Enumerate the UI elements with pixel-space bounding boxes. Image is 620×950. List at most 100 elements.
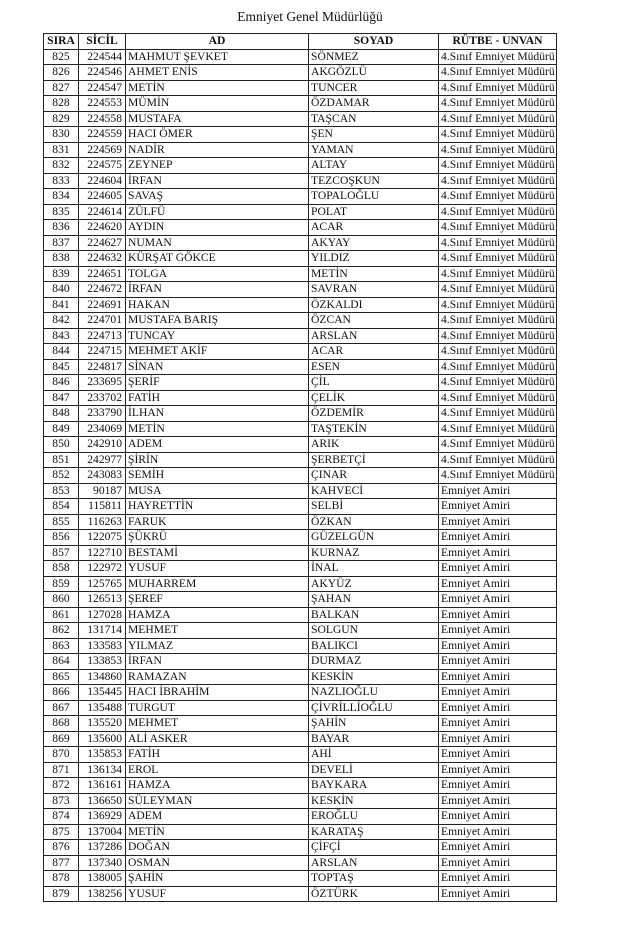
cell-rutbe-unvan: 4.Sınıf Emniyet Müdürü	[438, 64, 557, 81]
cell-rutbe-unvan: Emniyet Amiri	[438, 575, 557, 592]
cell-rutbe-unvan: 4.Sınıf Emniyet Müdürü	[438, 126, 557, 143]
cell-soyad: TOPALOĞLU	[308, 188, 439, 205]
table-row: 827 224547 METİN TUNCER 4.Sınıf Emniyet Müdü…	[43, 79, 557, 96]
cell-soyad: ŞAHİN	[308, 715, 439, 732]
cell-soyad: BALIKCI	[308, 637, 439, 654]
cell-sicil: 138005	[78, 870, 126, 887]
cell-sira: 825	[43, 48, 79, 65]
cell-soyad: EROĞLU	[308, 808, 439, 825]
cell-rutbe-unvan: 4.Sınıf Emniyet Müdürü	[438, 219, 557, 236]
table-row: 860 126513 ŞEREF ŞAHAN Emniyet Amiri	[43, 591, 557, 608]
cell-sicil: 90187	[78, 482, 126, 499]
cell-sicil: 224547	[78, 79, 126, 96]
table-row: 846 233695 ŞERİF ÇİL 4.Sınıf Emniyet Müdürü	[43, 374, 557, 391]
cell-sicil: 137004	[78, 823, 126, 840]
table-row: 839 224651 TOLGA METİN 4.Sınıf Emniyet Müdür…	[43, 265, 557, 282]
cell-soyad: NAZLIOĞLU	[308, 684, 439, 701]
cell-sira: 833	[43, 172, 79, 189]
cell-soyad: YAMAN	[308, 141, 439, 158]
cell-soyad: ÖZTÜRK	[308, 885, 439, 902]
cell-sicil: 243083	[78, 467, 126, 484]
cell-ad: MUHARREM	[125, 575, 309, 592]
cell-sicil: 136161	[78, 777, 126, 794]
table-row: 844 224715 MEHMET AKİF ACAR 4.Sınıf Emniyet …	[43, 343, 557, 360]
cell-rutbe-unvan: Emniyet Amiri	[438, 761, 557, 778]
cell-rutbe-unvan: Emniyet Amiri	[438, 730, 557, 747]
cell-rutbe-unvan: 4.Sınıf Emniyet Müdürü	[438, 110, 557, 127]
table-row: 832 224575 ZEYNEP ALTAY 4.Sınıf Emniyet Müdü…	[43, 157, 557, 174]
cell-soyad: TEZCOŞKUN	[308, 172, 439, 189]
cell-rutbe-unvan: 4.Sınıf Emniyet Müdürü	[438, 312, 557, 329]
cell-soyad: DURMAZ	[308, 653, 439, 670]
cell-sira: 857	[43, 544, 79, 561]
table-body: 825 224544 MAHMUT ŞEVKET SÖNMEZ 4.Sınıf Emni…	[43, 48, 557, 902]
table-row: 825 224544 MAHMUT ŞEVKET SÖNMEZ 4.Sınıf Emni…	[43, 48, 557, 65]
table-row: 848 233790 İLHAN ÖZDEMİR 4.Sınıf Emniyet Müd…	[43, 405, 557, 422]
cell-soyad: ÇİFÇİ	[308, 839, 439, 856]
cell-soyad: ACAR	[308, 219, 439, 236]
cell-sira: 875	[43, 823, 79, 840]
table-row: 838 224632 KÜRŞAT GÖKCE YILDIZ 4.Sınıf Emniy…	[43, 250, 557, 267]
personnel-table: SIRA SİCİL AD SOYAD RÜTBE - UNVAN 825 224…	[43, 33, 557, 902]
cell-rutbe-unvan: Emniyet Amiri	[438, 684, 557, 701]
cell-sicil: 125765	[78, 575, 126, 592]
table-row: 842 224701 MUSTAFA BARIŞ ÖZCAN 4.Sınıf Emniy…	[43, 312, 557, 329]
cell-ad: ZÜLFÜ	[125, 203, 309, 220]
cell-sicil: 133583	[78, 637, 126, 654]
cell-ad: SEMİH	[125, 467, 309, 484]
cell-rutbe-unvan: 4.Sınıf Emniyet Müdürü	[438, 79, 557, 96]
cell-ad: TUNCAY	[125, 327, 309, 344]
table-row: 830 224559 HACI ÖMER ŞEN 4.Sınıf Emniyet Müd…	[43, 126, 557, 143]
cell-rutbe-unvan: 4.Sınıf Emniyet Müdürü	[438, 281, 557, 298]
table-row: 856 122075 ŞÜKRÜ GÜZELGÜN Emniyet Amiri	[43, 529, 557, 546]
cell-sira: 852	[43, 467, 79, 484]
cell-sicil: 137340	[78, 854, 126, 871]
cell-sicil: 224701	[78, 312, 126, 329]
cell-rutbe-unvan: 4.Sınıf Emniyet Müdürü	[438, 327, 557, 344]
cell-sicil: 224605	[78, 188, 126, 205]
cell-soyad: SOLGUN	[308, 622, 439, 639]
cell-soyad: AKGÖZLÜ	[308, 64, 439, 81]
table-row: 866 135445 HACI İBRAHİM NAZLIOĞLU Emniyet Am…	[43, 684, 557, 701]
table-row: 857 122710 BESTAMİ KURNAZ Emniyet Amiri	[43, 544, 557, 561]
cell-rutbe-unvan: 4.Sınıf Emniyet Müdürü	[438, 296, 557, 313]
cell-ad: ŞÜKRÜ	[125, 529, 309, 546]
cell-sicil: 127028	[78, 606, 126, 623]
cell-sira: 853	[43, 482, 79, 499]
table-row: 874 136929 ADEM EROĞLU Emniyet Amiri	[43, 808, 557, 825]
cell-ad: İLHAN	[125, 405, 309, 422]
cell-sicil: 224569	[78, 141, 126, 158]
cell-rutbe-unvan: Emniyet Amiri	[438, 544, 557, 561]
table-row: 836 224620 AYDIN ACAR 4.Sınıf Emniyet Müdürü	[43, 219, 557, 236]
cell-soyad: ÇELİK	[308, 389, 439, 406]
table-row: 872 136161 HAMZA BAYKARA Emniyet Amiri	[43, 777, 557, 794]
table-row: 862 131714 MEHMET SOLGUN Emniyet Amiri	[43, 622, 557, 639]
cell-sicil: 116263	[78, 513, 126, 530]
cell-soyad: KAHVECİ	[308, 482, 439, 499]
cell-sicil: 135520	[78, 715, 126, 732]
cell-ad: METİN	[125, 420, 309, 437]
cell-sicil: 233702	[78, 389, 126, 406]
cell-soyad: SÖNMEZ	[308, 48, 439, 65]
cell-ad: MEHMET	[125, 622, 309, 639]
cell-soyad: BALKAN	[308, 606, 439, 623]
cell-ad: ŞEREF	[125, 591, 309, 608]
table-row: 867 135488 TURGUT ÇİVRİLLİOĞLU Emniyet Amiri	[43, 699, 557, 716]
cell-ad: FATİH	[125, 389, 309, 406]
table-row: 854 115811 HAYRETTİN SELBİ Emniyet Amiri	[43, 498, 557, 515]
header-ad: AD	[125, 33, 309, 50]
cell-ad: SİNAN	[125, 358, 309, 375]
cell-ad: ŞAHİN	[125, 870, 309, 887]
cell-soyad: POLAT	[308, 203, 439, 220]
cell-soyad: SAVRAN	[308, 281, 439, 298]
cell-sira: 878	[43, 870, 79, 887]
cell-rutbe-unvan: 4.Sınıf Emniyet Müdürü	[438, 358, 557, 375]
cell-ad: HAYRETTİN	[125, 498, 309, 515]
cell-sicil: 234069	[78, 420, 126, 437]
cell-sira: 854	[43, 498, 79, 515]
cell-sira: 868	[43, 715, 79, 732]
cell-ad: OSMAN	[125, 854, 309, 871]
cell-sira: 849	[43, 420, 79, 437]
cell-ad: AHMET ENİS	[125, 64, 309, 81]
cell-rutbe-unvan: 4.Sınıf Emniyet Müdürü	[438, 420, 557, 437]
